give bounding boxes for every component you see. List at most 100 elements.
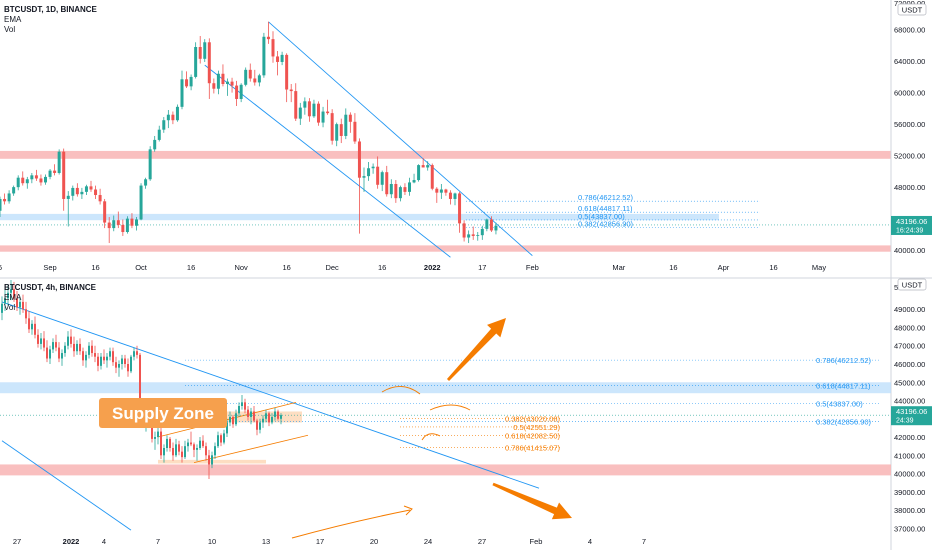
time-tick-label: 10 — [208, 537, 216, 546]
candle-body — [73, 343, 75, 352]
indicator-ema: EMA — [4, 15, 22, 24]
daily-time-axis[interactable]: 6 Sep 16 Oct 16 Nov 16 Dec 16 2022 17 Feb Mar 16 Apr 16… — [0, 263, 826, 272]
price-tick-label: 47000.00 — [894, 342, 925, 351]
trend-line — [1, 301, 540, 489]
time-tick-label: Feb — [526, 263, 539, 272]
candle-body — [394, 183, 398, 199]
candle-body — [253, 78, 257, 83]
candle-body — [79, 343, 81, 352]
candle-body — [485, 219, 489, 229]
price-tick-label: 56000.00 — [894, 120, 925, 129]
time-tick-label: 16 — [91, 263, 99, 272]
candle-body — [203, 42, 207, 59]
candle-body — [103, 201, 107, 223]
time-tick-label: 20 — [370, 537, 378, 546]
time-tick-label: 27 — [13, 537, 21, 546]
candle-body — [28, 318, 30, 330]
candle-body — [280, 415, 282, 419]
fib-label: 0.618(44817.11) — [578, 204, 633, 213]
daily-price-axis[interactable]: 40000.0044000.0048000.0052000.0056000.00… — [891, 0, 932, 255]
candle-body — [181, 451, 183, 458]
time-tick-label: 16 — [378, 263, 386, 272]
trend-line — [268, 21, 533, 256]
candle-body — [125, 218, 129, 233]
candle-body — [71, 187, 75, 196]
time-tick-label: 24 — [424, 537, 432, 546]
candle-body — [250, 411, 252, 417]
candle-body — [194, 47, 198, 77]
candle-body — [97, 356, 99, 366]
time-tick-label: 17 — [478, 263, 486, 272]
candle-body — [307, 101, 311, 117]
candle-body — [335, 124, 339, 141]
candle-body — [67, 336, 69, 346]
candle-body — [0, 198, 2, 211]
candle-body — [162, 120, 166, 130]
candle-body — [253, 411, 255, 421]
price-tick-label: 46000.00 — [894, 360, 925, 369]
candle-body — [76, 343, 78, 352]
4h-price-axis[interactable]: 37000.00 38000.00 39000.00 40000.00 41000.00… — [891, 278, 932, 533]
candle-body — [380, 172, 384, 185]
candle-body — [248, 69, 252, 79]
candle-body — [55, 342, 57, 348]
candle-body — [139, 185, 143, 220]
candle-body — [115, 362, 117, 368]
time-tick-label: 7 — [156, 537, 160, 546]
candle-body — [103, 356, 105, 361]
4h-time-axis[interactable]: 27 2022 4 7 10 13 17 20 24 27 Feb 4 7 — [13, 537, 646, 546]
candle-body — [107, 222, 111, 229]
candle-body — [303, 101, 307, 108]
projection-arrow — [446, 318, 506, 381]
current-price-badge — [891, 406, 932, 426]
time-tick-label: Oct — [135, 263, 148, 272]
candle-body — [180, 79, 184, 107]
candle-body — [266, 36, 270, 40]
candle-body — [326, 111, 330, 114]
candle-body — [34, 323, 36, 335]
time-tick-label: 16 — [187, 263, 195, 272]
candle-body — [476, 235, 480, 236]
candle-body — [430, 165, 434, 189]
candle-body — [61, 353, 63, 359]
candle-body — [88, 345, 90, 355]
candle-body — [37, 334, 39, 344]
candle-body — [70, 336, 72, 344]
time-tick-label: 27 — [478, 537, 486, 546]
candle-body — [289, 89, 293, 92]
candle-body — [169, 438, 171, 448]
candle-body — [357, 141, 361, 178]
candle-body — [212, 83, 216, 89]
candle-body — [339, 124, 343, 136]
candle-body — [317, 103, 320, 123]
daily-chart-pane[interactable]: 0.786(46212.52) 0.618(44817.11)0.5(43837.… — [0, 5, 891, 258]
curved-arrow-head — [403, 505, 413, 516]
candle-body — [489, 219, 493, 231]
candle-body — [238, 406, 240, 414]
fib-label: 0.786(46212.52) — [816, 356, 872, 365]
candle-body — [276, 56, 280, 62]
candle-body — [448, 192, 452, 199]
candle-body — [216, 73, 220, 89]
candle-body — [312, 103, 316, 117]
candle-body — [184, 446, 186, 458]
candle-body — [217, 435, 219, 447]
candle-body — [239, 84, 243, 99]
price-tick-label: 5 — [894, 283, 898, 292]
candle-body — [136, 351, 138, 355]
candle-body — [171, 114, 175, 121]
candle-body — [262, 36, 266, 76]
4h-chart-pane[interactable]: 0.786(46212.52) 0.618(44817.11) 0.5(43837.… — [0, 280, 891, 539]
candle-body — [408, 182, 411, 192]
candle-body — [199, 440, 201, 448]
candle-body — [7, 292, 9, 299]
price-tick-label: 48000.00 — [894, 183, 925, 192]
current-price-badge — [891, 215, 932, 235]
candle-body — [226, 81, 229, 85]
candle-body — [1, 303, 3, 313]
candle-body — [166, 114, 170, 121]
candle-body — [189, 76, 193, 87]
candle-body — [94, 353, 96, 357]
time-tick-label: 4 — [102, 537, 106, 546]
trend-line — [204, 64, 451, 258]
